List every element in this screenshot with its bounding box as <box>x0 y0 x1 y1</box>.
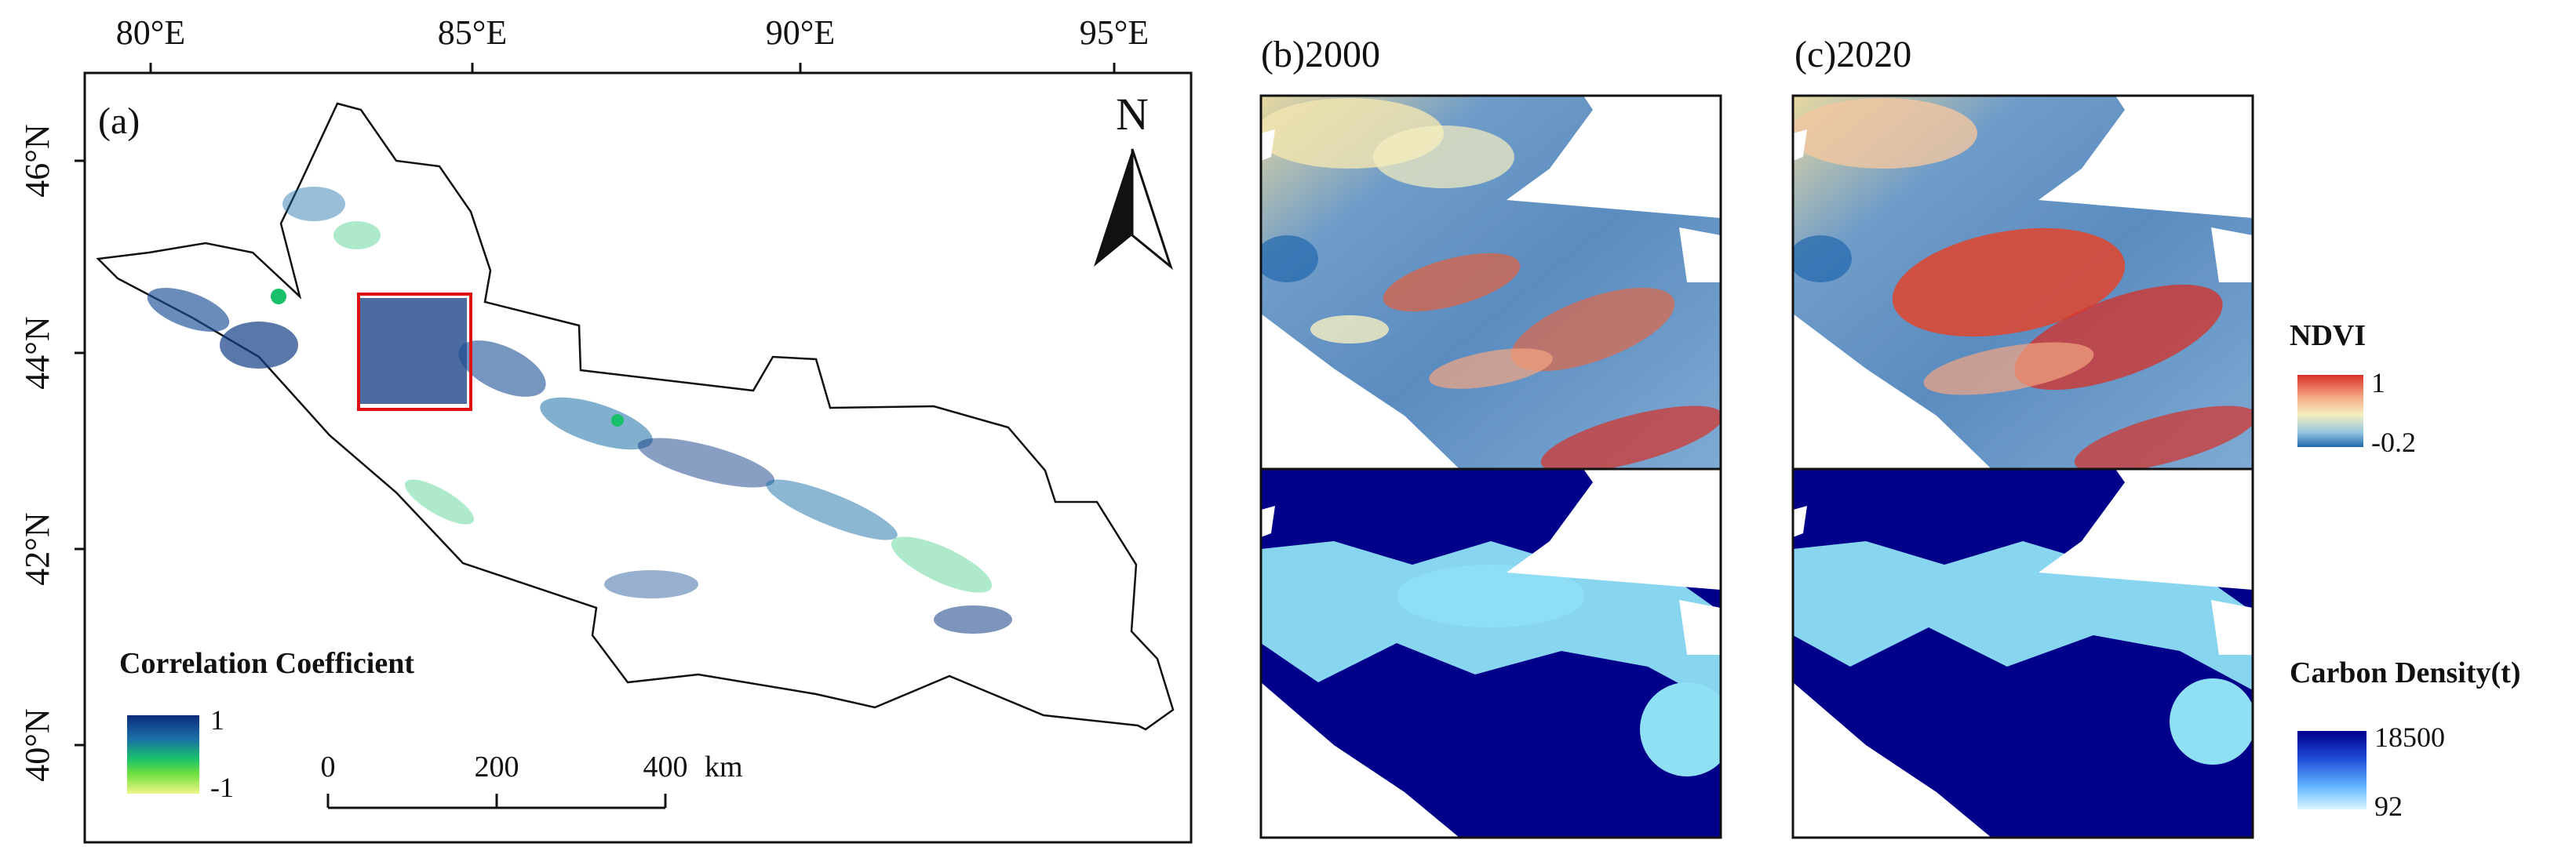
lat-tick-marks <box>75 159 85 747</box>
carbon-map-2000-frame <box>1259 467 1722 839</box>
scale-bar: 0 200 400 km <box>321 751 743 809</box>
correlation-min-label: -1 <box>210 772 234 803</box>
lon-tick-label: 95°E <box>1080 13 1149 52</box>
panel-b-label: (b)2000 <box>1261 34 1380 75</box>
lat-tick-label: 44°N <box>18 316 56 389</box>
scale-unit-label: km <box>705 751 743 783</box>
lon-tick-marks <box>149 63 1116 73</box>
lon-tick-label: 85°E <box>438 13 507 52</box>
lon-tick-label: 90°E <box>766 13 835 52</box>
panel-b: (b)2000 <box>1259 34 1722 839</box>
north-arrow: N <box>1094 89 1174 271</box>
correlation-patches <box>147 187 1012 634</box>
panel-c: (c)2020 <box>1791 34 2254 839</box>
correlation-legend-title: Correlation Coefficient <box>119 647 414 680</box>
carbon-map-2020-frame <box>1791 467 2254 839</box>
ndvi-map-2020 <box>1793 96 2253 469</box>
carbon-colorbar <box>2297 731 2366 809</box>
lat-tick-label: 40°N <box>18 708 56 781</box>
scale-tick-label: 200 <box>475 751 519 783</box>
carbon-max-label: 18500 <box>2374 722 2445 753</box>
north-label: N <box>1116 89 1149 140</box>
scale-tick-label: 400 <box>643 751 688 783</box>
carbon-legend: Carbon Density(t) 18500 92 <box>2290 656 2520 822</box>
panel-a: 80°E 85°E 90°E 95°E 46°N 44°N 42°N 40°N … <box>18 13 1193 844</box>
lat-tick-label: 42°N <box>18 512 56 585</box>
correlation-colorbar <box>127 715 199 794</box>
lat-tick-label: 46°N <box>18 124 56 197</box>
ndvi-map-2000 <box>1261 96 1721 469</box>
study-region-outline <box>96 102 1175 731</box>
ndvi-max-label: 1 <box>2371 367 2385 398</box>
ndvi-min-label: -0.2 <box>2371 427 2416 458</box>
ndvi-colorbar <box>2297 375 2363 447</box>
scale-tick-label: 0 <box>321 751 336 783</box>
zoom-extent-box <box>357 293 472 411</box>
ndvi-legend: NDVI 1 -0.2 <box>2290 319 2416 458</box>
carbon-min-label: 92 <box>2374 791 2403 822</box>
panel-c-label: (c)2020 <box>1794 34 1911 75</box>
lon-tick-label: 80°E <box>116 13 185 52</box>
ndvi-legend-title: NDVI <box>2290 319 2366 352</box>
carbon-legend-title: Carbon Density(t) <box>2290 656 2520 689</box>
correlation-max-label: 1 <box>210 704 224 736</box>
carbon-map-2020 <box>1793 469 2253 838</box>
panel-a-label: (a) <box>98 100 140 142</box>
carbon-map-2000 <box>1261 469 1721 838</box>
